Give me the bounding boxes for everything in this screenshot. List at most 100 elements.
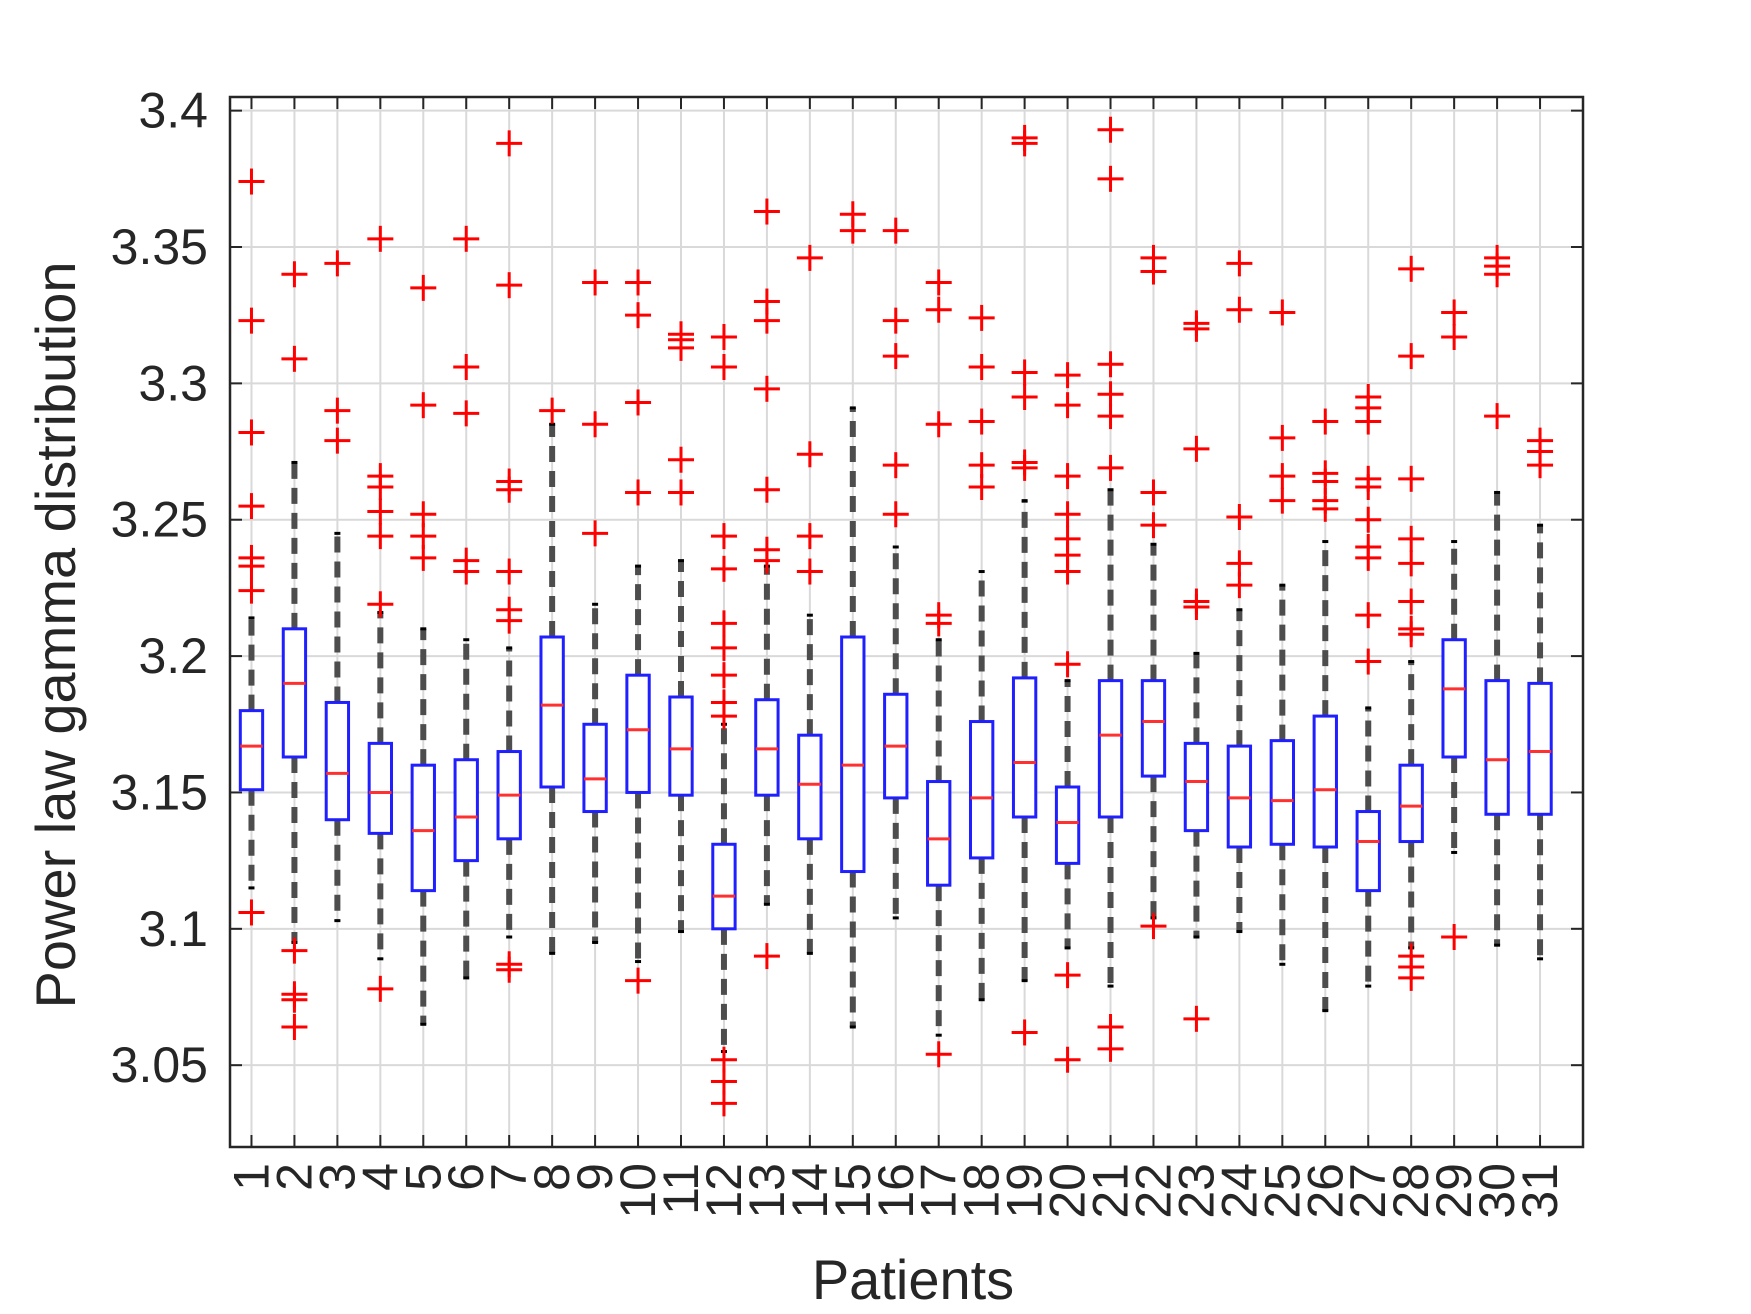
outlier-marker [281, 986, 308, 1013]
outlier-marker [668, 446, 694, 473]
y-tick-label: 3.3 [138, 355, 208, 411]
outlier-marker [710, 634, 737, 661]
box [410, 763, 436, 893]
outlier-marker [238, 577, 265, 604]
y-tick-label: 3.2 [138, 628, 208, 684]
outlier-marker [324, 427, 351, 454]
outlier-marker [367, 225, 394, 252]
outlier-marker [1527, 452, 1554, 479]
outlier-marker [238, 553, 265, 580]
outlier-marker [582, 411, 609, 438]
outlier-marker [1226, 550, 1253, 577]
outlier-marker [496, 558, 523, 585]
outlier-marker [1398, 550, 1425, 577]
outlier-marker [625, 302, 652, 329]
y-tick-label: 3.1 [138, 901, 208, 957]
outlier-marker [968, 354, 995, 380]
box [1054, 785, 1081, 865]
y-tick-labels: 3.05 3.1 3.15 3.2 3.25 3.3 3.35 3.4 [111, 83, 208, 1094]
outlier-marker [582, 520, 609, 547]
outlier-marker [367, 591, 394, 618]
outlier-marker [1183, 594, 1210, 620]
outlier-marker [753, 476, 780, 503]
outlier-marker [1097, 403, 1124, 430]
x-tick-label: 19 [997, 1163, 1053, 1219]
outlier-marker [496, 272, 523, 299]
outlier-marker [710, 555, 737, 582]
x-tick-labels: 1234567891011121314151617181920212223242… [223, 1163, 1568, 1219]
x-tick-label: 4 [352, 1163, 408, 1191]
x-tick-label: 12 [696, 1163, 752, 1219]
outlier-marker [882, 217, 909, 244]
outlier-marker [925, 610, 952, 637]
box [1441, 638, 1467, 759]
box [1097, 679, 1124, 819]
x-axis-label: Patients [812, 1248, 1014, 1311]
outlier-marker [1398, 621, 1425, 648]
outlier-marker [1183, 1005, 1210, 1032]
outlier-marker [796, 523, 823, 550]
outlier-marker [710, 662, 737, 689]
outlier-marker [367, 975, 394, 1002]
box [711, 842, 737, 931]
box [1312, 714, 1338, 849]
outlier-marker [1011, 454, 1038, 481]
outlier-marker [1226, 572, 1253, 599]
y-tick-label: 3.15 [111, 764, 208, 820]
outlier-marker [1441, 324, 1468, 350]
x-tick-label: 30 [1469, 1163, 1525, 1219]
outlier-marker [753, 943, 780, 970]
x-tick-label: 21 [1083, 1163, 1139, 1219]
x-tick-label: 26 [1297, 1163, 1353, 1219]
outlier-marker [496, 130, 523, 157]
outlier-marker [1441, 924, 1468, 950]
outlier-marker [968, 474, 995, 500]
x-tick-label: 1 [223, 1163, 279, 1191]
box [668, 695, 694, 797]
outlier-marker [1398, 525, 1425, 552]
axis-ticks [230, 97, 1583, 1147]
outlier-marker [1226, 504, 1253, 530]
outlier-marker [1398, 588, 1425, 615]
box [926, 780, 952, 887]
x-tick-label: 16 [868, 1163, 924, 1219]
outlier-marker [1140, 512, 1167, 539]
outlier-marker [410, 392, 437, 419]
outlier-marker [496, 956, 523, 983]
x-tick-label: 14 [782, 1163, 838, 1219]
outlier-marker [796, 558, 823, 585]
box [582, 722, 608, 814]
outlier-marker [1183, 315, 1210, 342]
outlier-marker [367, 523, 394, 550]
outlier-marker [1398, 465, 1425, 492]
x-tick-label: 28 [1383, 1163, 1439, 1219]
outlier-marker [582, 269, 609, 296]
outlier-marker [1269, 487, 1296, 514]
outlier-marker [882, 501, 909, 528]
outlier-marker [1183, 435, 1210, 462]
outlier-marker [238, 419, 265, 446]
outlier-marker [1054, 651, 1081, 678]
outlier-marker [1011, 130, 1038, 157]
outlier-marker [968, 452, 995, 479]
outlier-marker [625, 967, 652, 994]
outlier-marker [753, 375, 780, 402]
outlier-marker [1011, 384, 1038, 410]
x-tick-label: 17 [911, 1163, 967, 1219]
outlier-marker [710, 1090, 737, 1117]
box [1011, 676, 1038, 819]
outlier-marker [1226, 250, 1253, 277]
outlier-marker [968, 408, 995, 435]
y-tick-label: 3.35 [111, 219, 208, 275]
outlier-marker [410, 544, 437, 571]
outlier-marker [238, 307, 265, 334]
outlier-marker [1097, 116, 1124, 143]
box [539, 635, 565, 789]
box [1484, 679, 1510, 816]
outlier-marker [281, 261, 308, 288]
x-tick-label: 20 [1040, 1163, 1096, 1219]
box [1269, 739, 1296, 846]
x-tick-label: 10 [610, 1163, 666, 1219]
outlier-marker [1484, 403, 1511, 430]
outlier-marker [1054, 362, 1081, 389]
